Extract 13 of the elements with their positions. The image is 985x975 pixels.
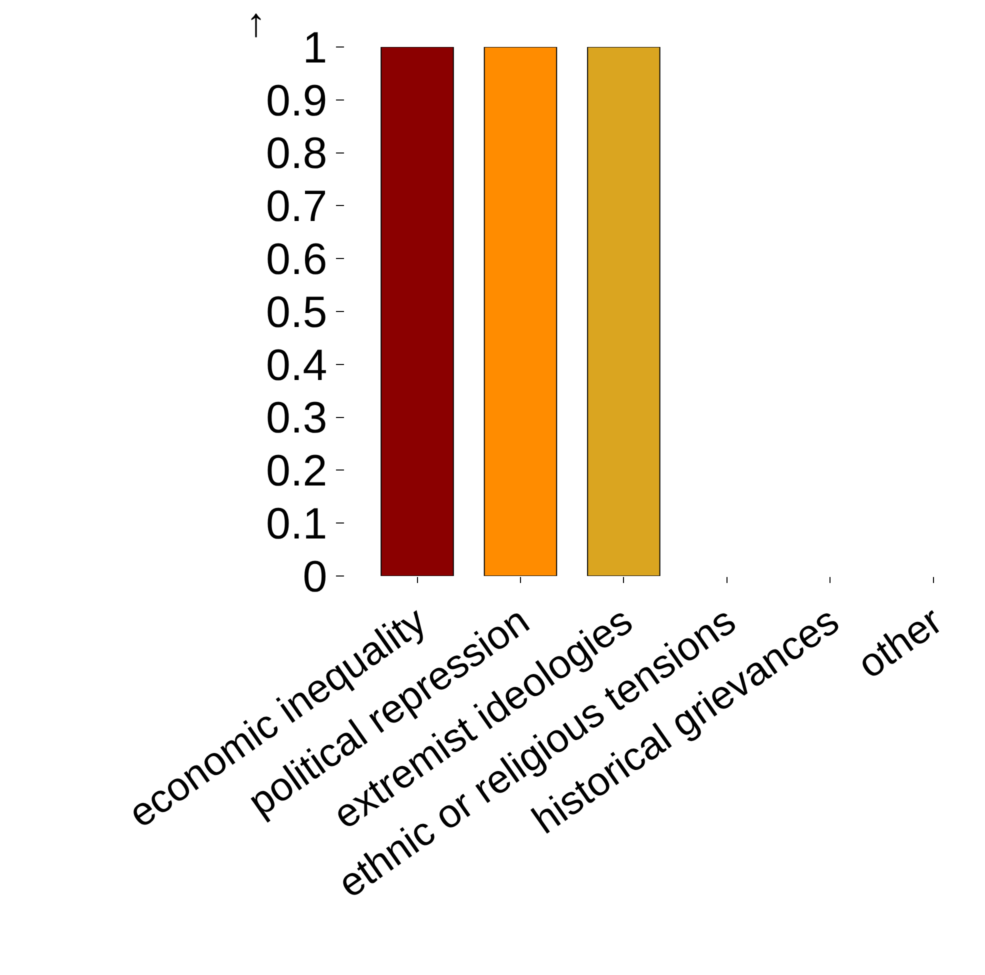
y-axis-title: ↑ [246, 1, 266, 45]
y-tick-label: 0.3 [266, 394, 328, 443]
x-tick-label: other [850, 598, 950, 688]
y-tick-label: 0.5 [266, 288, 328, 337]
y-tick-label: 0.8 [266, 129, 328, 178]
y-tick-label: 0.4 [266, 340, 328, 390]
y-tick-label: 0.6 [266, 235, 328, 284]
y-tick-label: 0.1 [266, 500, 328, 548]
y-tick-label: 0 [302, 552, 328, 602]
y-tick-label: 0.2 [266, 446, 328, 496]
y-tick-label: 0.9 [266, 76, 328, 126]
y-tick-label: 1 [302, 23, 328, 72]
y-tick-label: 0.7 [266, 182, 328, 232]
